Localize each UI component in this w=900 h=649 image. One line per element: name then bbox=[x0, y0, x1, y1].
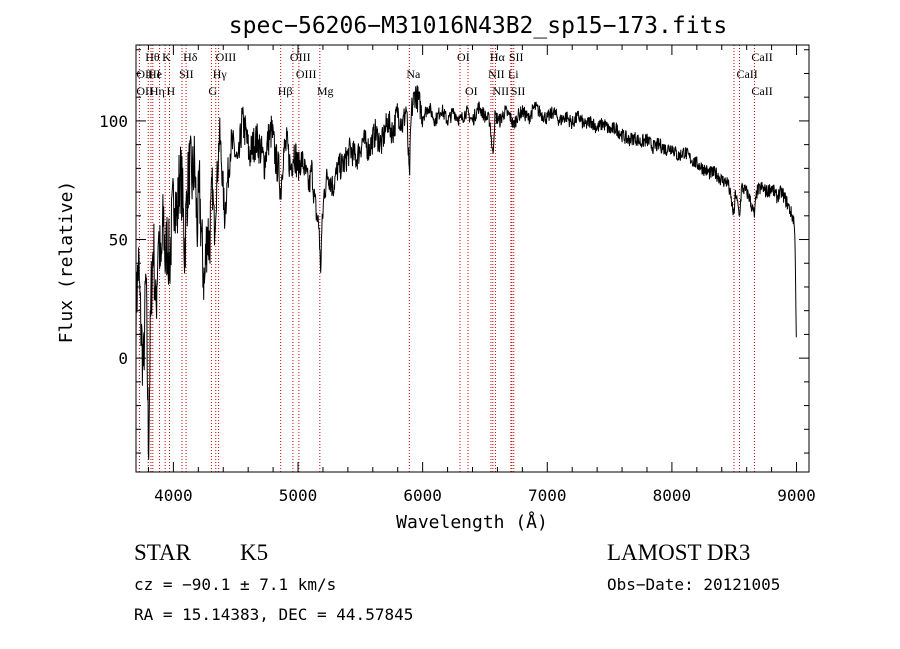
obs-date: Obs−Date: 20121005 bbox=[607, 575, 780, 594]
y-tick-label: 0 bbox=[118, 349, 128, 368]
marker-label: H bbox=[167, 84, 176, 98]
marker-label: I bbox=[157, 67, 161, 81]
x-tick-label: 5000 bbox=[279, 486, 318, 505]
object-subclass: K5 bbox=[240, 540, 268, 565]
marker-label: He bbox=[148, 67, 162, 81]
marker-label: OII bbox=[136, 84, 153, 98]
spectral-line-markers bbox=[138, 45, 755, 472]
marker-label: SII bbox=[511, 84, 526, 98]
y-axis-ticks: 0 50 100 bbox=[99, 49, 809, 454]
marker-label: CaII bbox=[751, 50, 772, 64]
marker-label: OIII bbox=[290, 50, 311, 64]
marker-label: OI bbox=[465, 84, 478, 98]
x-tick-label: 9000 bbox=[777, 486, 816, 505]
flux-series-line bbox=[135, 85, 797, 460]
redshift-value: cz = −90.1 ± 7.1 km/s bbox=[134, 575, 336, 594]
x-axis-ticks: 4000 5000 6000 7000 8000 9000 bbox=[147, 45, 816, 505]
survey-name: LAMOST DR3 bbox=[607, 540, 750, 565]
marker-label: Hη bbox=[150, 84, 165, 98]
y-tick-label: 50 bbox=[109, 231, 128, 250]
x-tick-label: 6000 bbox=[403, 486, 442, 505]
x-tick-label: 7000 bbox=[528, 486, 567, 505]
marker-label: SII bbox=[179, 67, 194, 81]
marker-label: NII bbox=[492, 84, 509, 98]
x-axis-label: Wavelength (Å) bbox=[396, 511, 548, 533]
marker-label: Hβ bbox=[278, 84, 293, 98]
marker-label: Hα bbox=[490, 50, 506, 64]
marker-label: Li bbox=[508, 67, 519, 81]
marker-label: Hδ bbox=[183, 50, 198, 64]
marker-label: Mg bbox=[317, 84, 334, 98]
chart-title: spec−56206−M31016N43B2_sp15−173.fits bbox=[229, 13, 728, 39]
plot-frame bbox=[135, 44, 810, 473]
y-axis-label: Flux (relative) bbox=[56, 181, 77, 344]
object-class: STAR bbox=[134, 540, 192, 565]
marker-label: K bbox=[162, 50, 171, 64]
marker-label: NII bbox=[488, 67, 505, 81]
marker-label: OIII bbox=[296, 67, 317, 81]
marker-label: OI bbox=[457, 50, 470, 64]
marker-label: SII bbox=[509, 50, 524, 64]
marker-label: Hθ bbox=[145, 50, 160, 64]
x-tick-label: 8000 bbox=[653, 486, 692, 505]
marker-label: CaII bbox=[751, 84, 772, 98]
marker-label: Hγ bbox=[213, 67, 228, 81]
y-tick-label: 100 bbox=[99, 112, 128, 131]
marker-label: G bbox=[208, 84, 217, 98]
marker-label: OIII bbox=[216, 50, 237, 64]
marker-label: CaII bbox=[736, 67, 757, 81]
marker-label: OII bbox=[136, 67, 153, 81]
x-tick-label: 4000 bbox=[154, 486, 193, 505]
marker-label: Na bbox=[406, 67, 421, 81]
coordinates: RA = 15.14383, DEC = 44.57845 bbox=[134, 605, 413, 624]
